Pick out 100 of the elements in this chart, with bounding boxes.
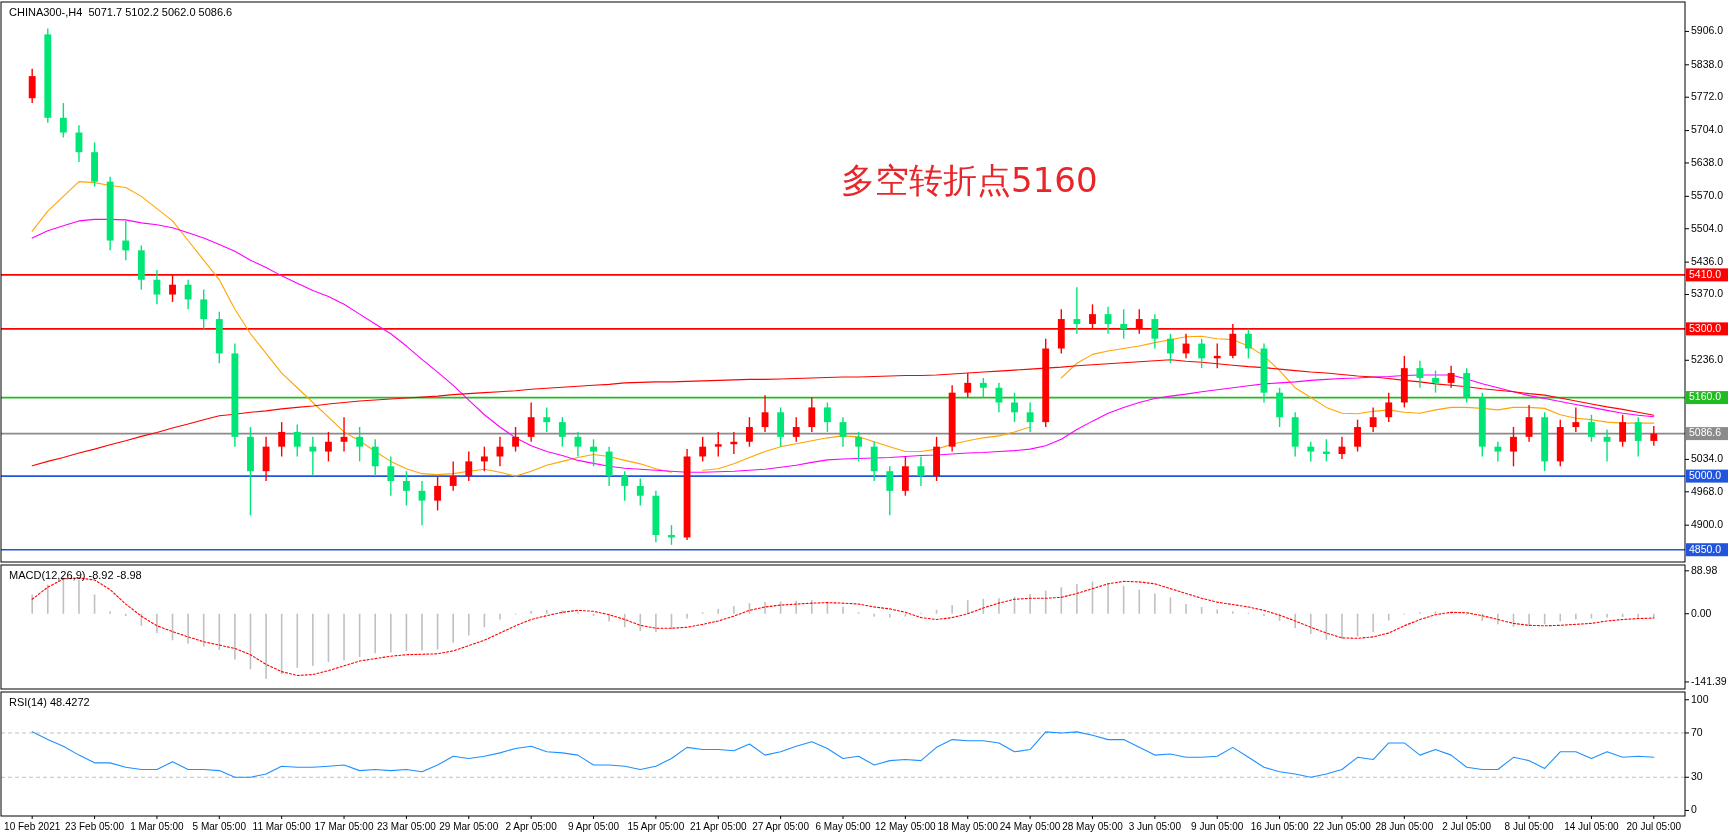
chart-title: MACD(12,26,9) -8.92 -8.98 xyxy=(9,569,142,581)
candlestick xyxy=(808,396,816,433)
line-series xyxy=(31,731,1655,778)
y-tick-label: 0 xyxy=(1691,803,1697,816)
candlestick xyxy=(387,455,395,497)
y-tick-label: 5638.0 xyxy=(1691,155,1724,168)
candlestick xyxy=(1104,306,1112,335)
ref-line-label: 5000.0 xyxy=(1689,468,1722,481)
candlestick xyxy=(590,438,597,467)
candlestick xyxy=(1432,369,1439,394)
x-tick-label: 27 Apr 05:00 xyxy=(752,821,810,832)
candlestick xyxy=(418,480,426,526)
candlestick xyxy=(1120,308,1128,340)
candlestick xyxy=(278,421,286,458)
x-tick-label: 16 Jun 05:00 xyxy=(1250,821,1309,832)
candlestick xyxy=(1369,406,1377,433)
candlestick xyxy=(325,431,332,463)
x-tick-label: 29 Mar 05:00 xyxy=(439,821,499,832)
candlestick xyxy=(402,470,410,507)
x-tick-label: 11 Mar 05:00 xyxy=(252,821,312,832)
candlestick xyxy=(1244,328,1252,360)
y-tick-label: 4968.0 xyxy=(1691,484,1724,497)
candlestick xyxy=(512,426,519,453)
candlestick xyxy=(465,450,473,482)
ref-line-label: 5300.0 xyxy=(1689,321,1722,334)
ref-line-label: 5160.0 xyxy=(1689,390,1722,403)
candlestick xyxy=(480,445,488,472)
candlestick xyxy=(309,436,317,477)
y-tick-label: 70 xyxy=(1691,725,1703,738)
candlestick xyxy=(293,423,301,458)
candlestick xyxy=(1026,401,1034,433)
y-tick-label: 5704.0 xyxy=(1691,123,1724,136)
ref-line-label: 5086.6 xyxy=(1689,426,1722,439)
candlestick xyxy=(153,269,161,306)
y-tick-label: 100 xyxy=(1691,692,1709,705)
candlestick xyxy=(59,102,67,139)
candlestick xyxy=(995,382,1003,414)
x-tick-label: 24 May 05:00 xyxy=(999,821,1061,832)
candlestick xyxy=(200,288,208,330)
candlestick xyxy=(979,377,987,399)
y-tick-label: 0.00 xyxy=(1691,606,1712,619)
x-tick-label: 2 Jul 05:00 xyxy=(1442,821,1492,832)
candlestick xyxy=(886,465,894,517)
x-tick-label: 9 Jun 05:00 xyxy=(1191,821,1244,832)
x-tick-label: 8 Jul 05:00 xyxy=(1504,821,1554,832)
y-tick-label: 5370.0 xyxy=(1691,287,1724,300)
y-tick-label: -141.39 xyxy=(1691,674,1727,687)
chart-title: RSI(14) 48.4272 xyxy=(9,696,90,708)
candlestick xyxy=(1011,391,1018,423)
candlestick xyxy=(917,455,925,487)
ref-line-label: 4850.0 xyxy=(1689,542,1722,555)
candlestick xyxy=(792,416,800,443)
candlestick xyxy=(714,431,722,458)
candlestick xyxy=(964,372,972,399)
x-tick-label: 23 Feb 05:00 xyxy=(65,821,125,832)
y-tick-label: 5838.0 xyxy=(1691,57,1724,70)
y-tick-label: 5436.0 xyxy=(1691,254,1724,267)
candlestick xyxy=(621,470,629,502)
x-tick-label: 18 May 05:00 xyxy=(937,821,999,832)
candlestick xyxy=(1447,364,1455,389)
candlestick xyxy=(574,431,582,458)
candlestick xyxy=(699,436,707,463)
x-tick-label: 21 Apr 05:00 xyxy=(689,821,748,832)
annotation: 多空转折点5160 xyxy=(841,160,1098,201)
candlestick xyxy=(855,431,863,463)
y-tick-label: 88.98 xyxy=(1691,563,1718,576)
candlestick xyxy=(558,416,566,448)
x-tick-label: 6 May 05:00 xyxy=(815,821,871,832)
x-tick-label: 17 Mar 05:00 xyxy=(314,821,374,832)
ref-line-label: 5410.0 xyxy=(1689,267,1722,280)
candlestick xyxy=(1307,441,1315,463)
candlestick xyxy=(1198,337,1206,369)
candlestick xyxy=(636,477,644,507)
x-tick-label: 3 Jun 05:00 xyxy=(1128,821,1182,832)
candlestick xyxy=(1385,391,1393,423)
y-tick-label: 5906.0 xyxy=(1691,24,1724,37)
candlestick xyxy=(28,68,36,104)
candlestick xyxy=(1510,426,1517,467)
chart-title: CHINA300-,H4 5071.7 5102.2 5062.0 5086.6 xyxy=(9,6,233,18)
candlestick xyxy=(1167,333,1174,364)
x-tick-label: 20 Jul 05:00 xyxy=(1626,821,1682,832)
x-tick-label: 23 Mar 05:00 xyxy=(376,821,437,832)
y-tick-label: 5236.0 xyxy=(1691,353,1724,366)
candlestick xyxy=(356,426,364,463)
candlestick xyxy=(1416,360,1424,389)
candlestick xyxy=(1572,406,1580,433)
candlestick xyxy=(434,475,442,512)
candlestick xyxy=(449,460,457,492)
y-tick-label: 5570.0 xyxy=(1691,189,1724,202)
candlestick xyxy=(746,416,753,448)
candlestick xyxy=(1494,441,1502,463)
candlestick xyxy=(1650,425,1658,447)
x-tick-label: 2 Apr 05:00 xyxy=(505,821,558,832)
x-tick-label: 22 Jun 05:00 xyxy=(1313,821,1372,832)
x-tick-label: 14 Jul 05:00 xyxy=(1564,821,1620,832)
y-tick-label: 5504.0 xyxy=(1691,221,1724,234)
x-tick-label: 5 Mar 05:00 xyxy=(192,821,247,832)
candlestick xyxy=(1619,414,1627,448)
x-tick-label: 10 Feb 2021 xyxy=(4,821,61,832)
x-tick-label: 28 Jun 05:00 xyxy=(1375,821,1434,832)
